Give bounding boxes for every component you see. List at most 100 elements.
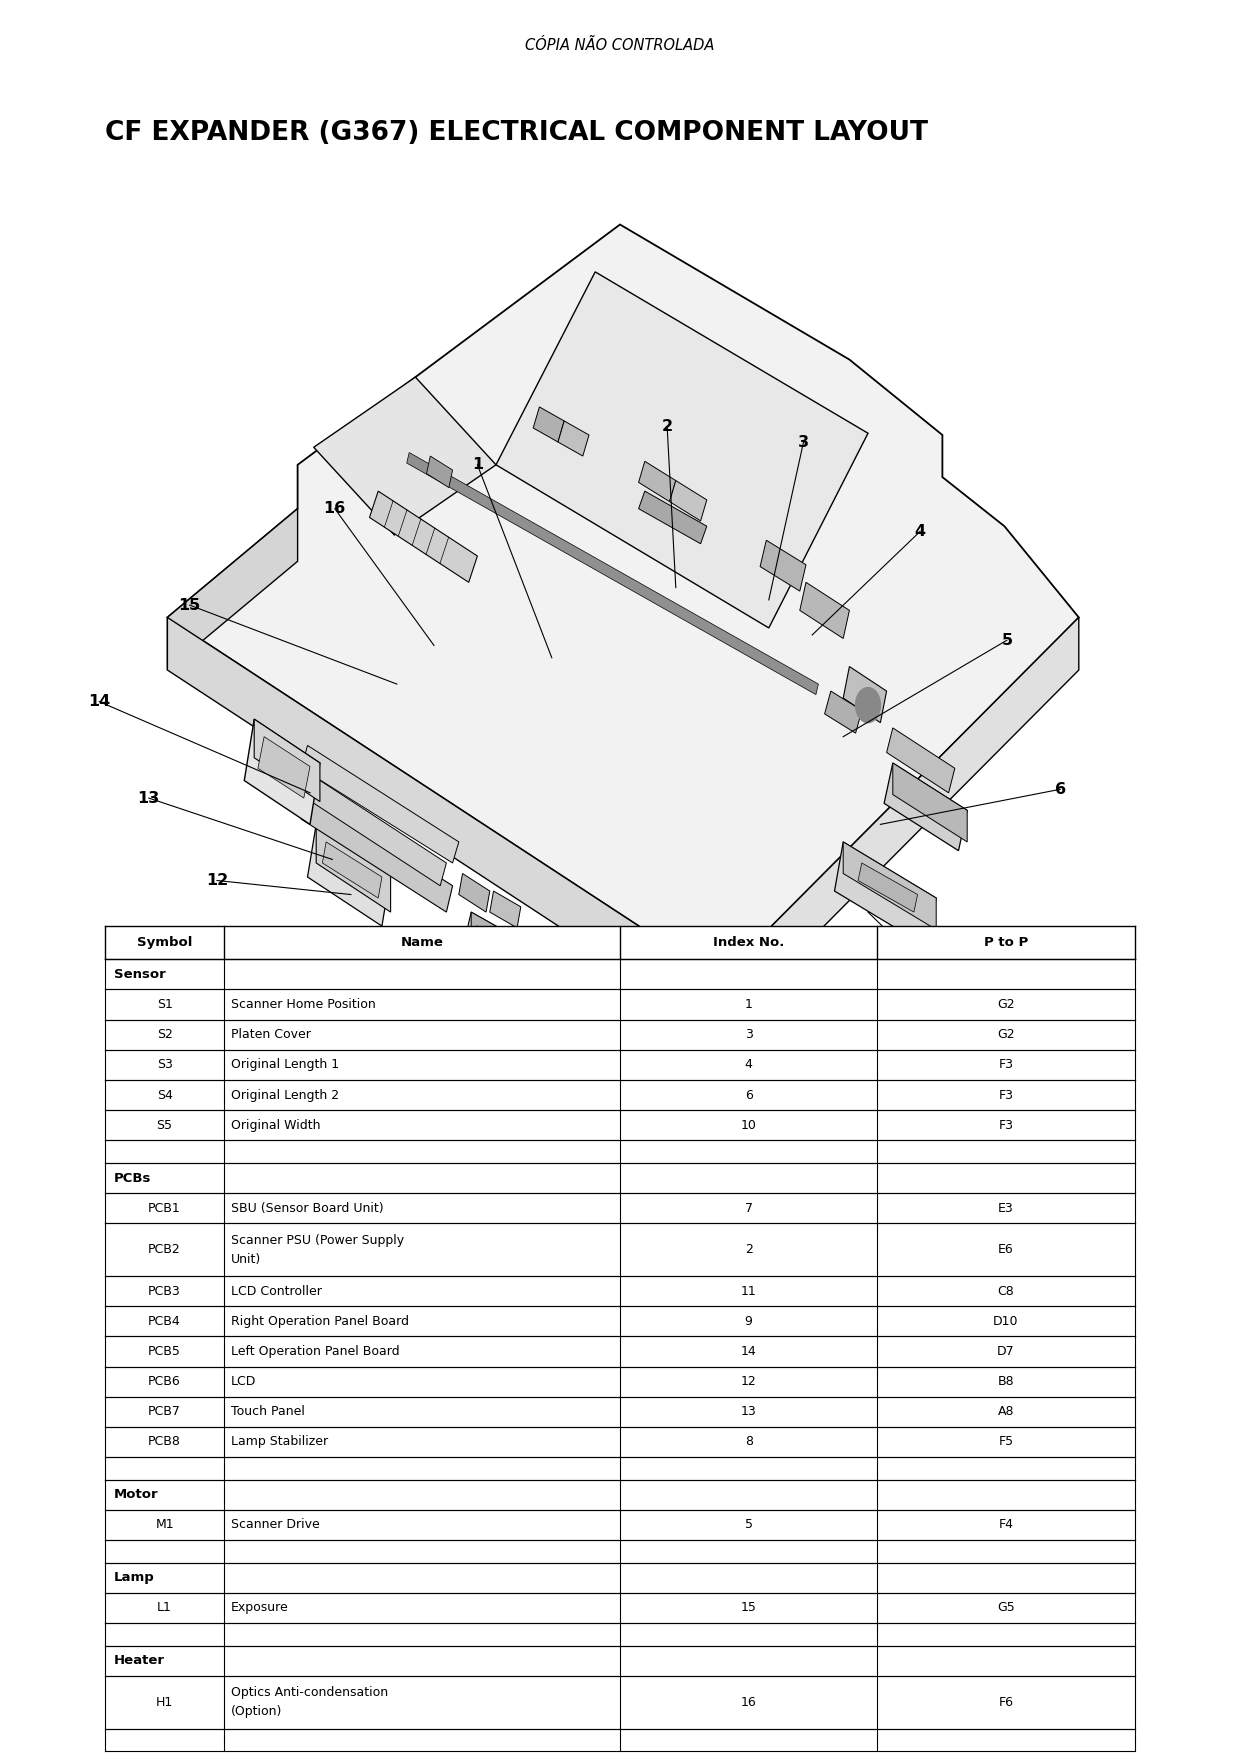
Text: S1: S1 (156, 998, 172, 1010)
Polygon shape (835, 842, 936, 947)
Text: F5: F5 (998, 1435, 1013, 1449)
Text: S3: S3 (156, 1058, 172, 1072)
Text: D10: D10 (993, 1316, 1019, 1328)
Text: Scanner Drive: Scanner Drive (231, 1519, 320, 1531)
Polygon shape (254, 719, 320, 802)
Polygon shape (843, 667, 887, 723)
Text: 1: 1 (745, 998, 753, 1010)
Polygon shape (893, 763, 967, 842)
Text: M1: M1 (155, 1519, 174, 1531)
Text: 4: 4 (745, 1058, 753, 1072)
Text: (Option): (Option) (231, 1705, 283, 1719)
Polygon shape (308, 824, 391, 926)
Text: Lamp: Lamp (114, 1572, 155, 1584)
Text: Index No.: Index No. (713, 937, 785, 949)
Polygon shape (496, 272, 868, 628)
Circle shape (856, 688, 880, 723)
Text: L1: L1 (157, 1601, 172, 1614)
Polygon shape (686, 933, 744, 991)
Bar (105, 1110, 1135, 1140)
Text: Right Operation Panel Board: Right Operation Panel Board (231, 1316, 409, 1328)
Bar (105, 989, 1135, 1019)
Polygon shape (167, 617, 719, 1031)
Polygon shape (316, 824, 391, 912)
Polygon shape (459, 873, 490, 912)
Text: S4: S4 (156, 1089, 172, 1102)
Polygon shape (639, 491, 707, 544)
Polygon shape (884, 763, 967, 851)
Polygon shape (670, 481, 707, 521)
Text: Lamp Stabilizer: Lamp Stabilizer (231, 1435, 329, 1449)
Text: A8: A8 (998, 1405, 1014, 1419)
Text: 16: 16 (740, 1696, 756, 1708)
Text: Motor: Motor (114, 1489, 159, 1501)
Polygon shape (407, 453, 818, 695)
Text: F3: F3 (998, 1089, 1013, 1102)
Text: Left Operation Panel Board: Left Operation Panel Board (231, 1345, 399, 1358)
Text: Original Length 1: Original Length 1 (231, 1058, 340, 1072)
Text: 8: 8 (773, 1080, 782, 1094)
Text: H1: H1 (156, 1696, 174, 1708)
Polygon shape (800, 582, 849, 638)
Text: CF EXPANDER (G367) ELECTRICAL COMPONENT LAYOUT: CF EXPANDER (G367) ELECTRICAL COMPONENT … (105, 121, 929, 146)
Text: 2: 2 (745, 1244, 753, 1256)
Bar (105, 1729, 1135, 1750)
Polygon shape (843, 842, 936, 930)
Text: Scanner Home Position: Scanner Home Position (231, 998, 376, 1010)
Polygon shape (533, 407, 564, 442)
Polygon shape (295, 768, 446, 886)
Bar (105, 1510, 1135, 1540)
Polygon shape (301, 745, 459, 863)
Text: D7: D7 (997, 1345, 1014, 1358)
Text: 13: 13 (740, 1405, 756, 1419)
Text: 15: 15 (179, 598, 201, 612)
Bar (105, 926, 1135, 959)
Text: SBU (Sensor Board Unit): SBU (Sensor Board Unit) (231, 1201, 384, 1216)
Text: 3: 3 (745, 1028, 753, 1042)
Text: Touch Panel: Touch Panel (231, 1405, 305, 1419)
Text: PCB2: PCB2 (149, 1244, 181, 1256)
Bar (105, 1563, 1135, 1593)
Text: PCBs: PCBs (114, 1172, 151, 1184)
Bar (105, 1277, 1135, 1307)
Text: 14: 14 (740, 1345, 756, 1358)
Text: E6: E6 (998, 1244, 1014, 1256)
Polygon shape (301, 793, 453, 912)
Text: PCB6: PCB6 (149, 1375, 181, 1387)
Bar (105, 1593, 1135, 1622)
Text: 12: 12 (740, 1375, 756, 1387)
Polygon shape (719, 617, 1079, 1031)
Bar (105, 1193, 1135, 1223)
Text: PCB5: PCB5 (148, 1345, 181, 1358)
Bar (105, 1540, 1135, 1563)
Text: 10: 10 (740, 1119, 756, 1131)
Text: PCB4: PCB4 (149, 1316, 181, 1328)
Polygon shape (490, 891, 521, 928)
Polygon shape (558, 421, 589, 456)
Bar (105, 1645, 1135, 1675)
Text: Heater: Heater (114, 1654, 165, 1668)
Bar (105, 1396, 1135, 1428)
Text: F6: F6 (998, 1696, 1013, 1708)
Text: Unit): Unit) (231, 1252, 262, 1266)
Text: 3: 3 (799, 435, 808, 449)
Polygon shape (680, 933, 744, 995)
Polygon shape (258, 737, 310, 798)
Text: PCB3: PCB3 (149, 1284, 181, 1298)
Polygon shape (427, 456, 453, 488)
Text: Original Length 2: Original Length 2 (231, 1089, 340, 1102)
Text: 16: 16 (324, 502, 346, 516)
Text: B8: B8 (998, 1375, 1014, 1387)
Bar (105, 1019, 1135, 1051)
Text: Original Width: Original Width (231, 1119, 321, 1131)
Text: 15: 15 (740, 1601, 756, 1614)
Polygon shape (825, 691, 862, 733)
Text: PCB7: PCB7 (148, 1405, 181, 1419)
Bar (105, 1140, 1135, 1163)
Text: 5: 5 (745, 1519, 753, 1531)
Polygon shape (639, 461, 676, 502)
Text: 1: 1 (472, 458, 482, 472)
Text: 13: 13 (138, 791, 160, 805)
Text: Optics Anti-condensation: Optics Anti-condensation (231, 1686, 388, 1700)
Text: 10: 10 (410, 1066, 433, 1080)
